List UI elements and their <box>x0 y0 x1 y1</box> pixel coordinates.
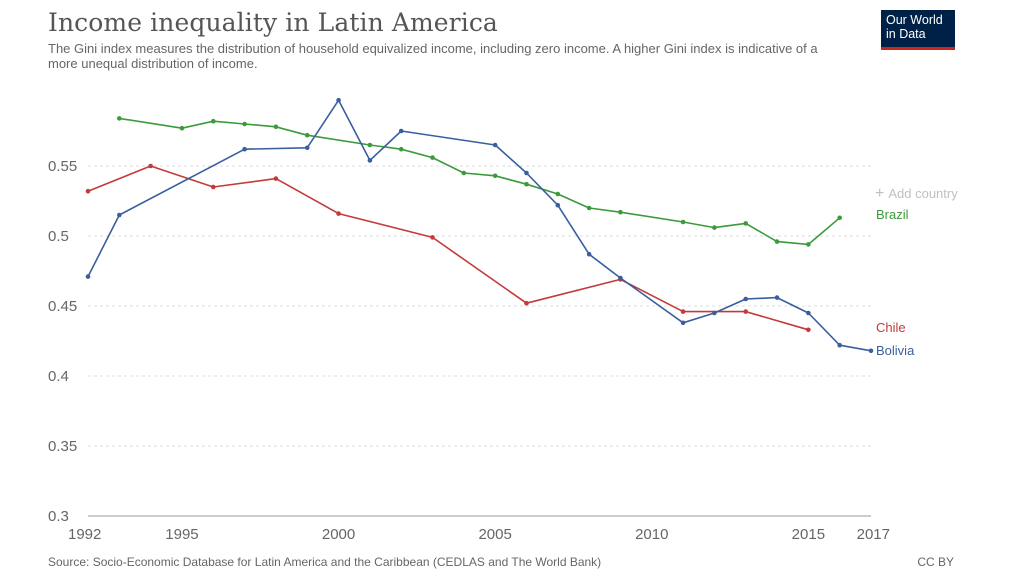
data-point-bolivia[interactable] <box>242 146 247 152</box>
chart-grid <box>88 165 871 447</box>
data-point-bolivia[interactable] <box>555 202 561 208</box>
data-point-bolivia[interactable] <box>492 142 498 148</box>
data-point-brazil[interactable] <box>210 118 216 124</box>
logo-line-1: Our World <box>886 13 943 27</box>
data-point-chile[interactable] <box>210 184 216 190</box>
series-label-bolivia[interactable]: Bolivia <box>876 343 915 358</box>
data-point-brazil[interactable] <box>304 132 310 138</box>
data-point-bolivia[interactable] <box>837 342 842 348</box>
license-link[interactable]: CC BY <box>917 555 954 569</box>
add-country-label: Add country <box>888 186 958 201</box>
y-tick-label: 0.4 <box>48 368 69 385</box>
plus-icon: + <box>875 185 885 202</box>
chart-title: Income inequality in Latin America <box>48 8 498 37</box>
data-point-bolivia[interactable] <box>398 128 404 134</box>
data-point-chile[interactable] <box>743 309 749 314</box>
chart-axes: 0.3 0.35 0.4 0.45 0.5 0.55 1992 1995 2000 2005 201… <box>48 158 890 543</box>
data-point-chile[interactable] <box>336 211 341 216</box>
series-label-brazil[interactable]: Brazil <box>876 207 909 222</box>
series-label-chile[interactable]: Chile <box>876 320 906 335</box>
data-point-chile[interactable] <box>806 327 811 333</box>
data-point-brazil[interactable] <box>618 209 623 215</box>
data-point-bolivia[interactable] <box>774 295 780 300</box>
data-point-brazil[interactable] <box>179 125 185 131</box>
data-point-brazil[interactable] <box>712 225 717 230</box>
y-tick-label: 0.45 <box>48 298 77 315</box>
data-point-bolivia[interactable] <box>868 348 874 354</box>
data-point-brazil[interactable] <box>524 181 529 187</box>
series-line-brazil[interactable] <box>119 117 841 246</box>
data-point-chile[interactable] <box>524 300 529 306</box>
data-point-bolivia[interactable] <box>712 310 717 316</box>
data-point-bolivia[interactable] <box>85 274 91 279</box>
x-tick-label: 1992 <box>68 526 101 543</box>
data-point-chile[interactable] <box>148 163 153 169</box>
data-point-bolivia[interactable] <box>336 97 341 103</box>
data-point-bolivia[interactable] <box>743 296 749 302</box>
x-tick-label: 2000 <box>322 526 355 543</box>
data-point-brazil[interactable] <box>461 170 467 176</box>
x-tick-label: 1995 <box>165 526 198 543</box>
add-country-button[interactable]: + Add country <box>875 185 970 203</box>
y-tick-label: 0.35 <box>48 438 77 455</box>
logo-line-2: in Data <box>886 27 926 41</box>
data-point-bolivia[interactable] <box>586 251 592 257</box>
x-tick-label: 2017 <box>857 526 890 543</box>
y-tick-label: 0.55 <box>48 158 77 175</box>
data-point-chile[interactable] <box>273 176 279 181</box>
data-point-chile[interactable] <box>85 188 91 194</box>
y-tick-label: 0.3 <box>48 508 69 525</box>
data-point-chile[interactable] <box>430 235 435 240</box>
y-tick-label: 0.5 <box>48 228 69 245</box>
data-point-brazil[interactable] <box>242 121 247 127</box>
data-point-bolivia[interactable] <box>367 158 373 163</box>
data-point-brazil[interactable] <box>806 242 811 247</box>
data-point-brazil[interactable] <box>492 173 498 179</box>
chart-series <box>85 97 874 354</box>
chart-subtitle: The Gini index measures the distribution… <box>48 41 818 71</box>
data-point-bolivia[interactable] <box>117 212 122 218</box>
data-point-brazil[interactable] <box>743 221 749 226</box>
source-note: Source: Socio-Economic Database for Lati… <box>48 555 602 569</box>
data-point-bolivia[interactable] <box>618 275 623 281</box>
chart-series-labels: Brazil Chile Bolivia <box>876 207 915 358</box>
data-point-brazil[interactable] <box>555 191 561 197</box>
data-point-brazil[interactable] <box>117 116 122 121</box>
data-point-brazil[interactable] <box>398 146 404 152</box>
data-point-brazil[interactable] <box>586 205 592 211</box>
data-point-bolivia[interactable] <box>806 310 811 316</box>
data-point-brazil[interactable] <box>430 155 435 160</box>
data-point-brazil[interactable] <box>837 215 842 221</box>
data-point-brazil[interactable] <box>273 124 279 130</box>
data-point-bolivia[interactable] <box>304 145 310 151</box>
data-point-bolivia[interactable] <box>680 320 686 326</box>
data-point-brazil[interactable] <box>680 219 686 225</box>
data-point-brazil[interactable] <box>774 239 780 244</box>
data-point-chile[interactable] <box>680 309 686 314</box>
data-point-brazil[interactable] <box>367 142 373 148</box>
series-line-chile[interactable] <box>87 165 809 331</box>
x-tick-label: 2015 <box>792 526 825 543</box>
data-point-bolivia[interactable] <box>524 170 529 176</box>
x-tick-label: 2005 <box>478 526 511 543</box>
owid-logo[interactable]: Our World in Data <box>881 10 955 50</box>
x-tick-label: 2010 <box>635 526 668 543</box>
